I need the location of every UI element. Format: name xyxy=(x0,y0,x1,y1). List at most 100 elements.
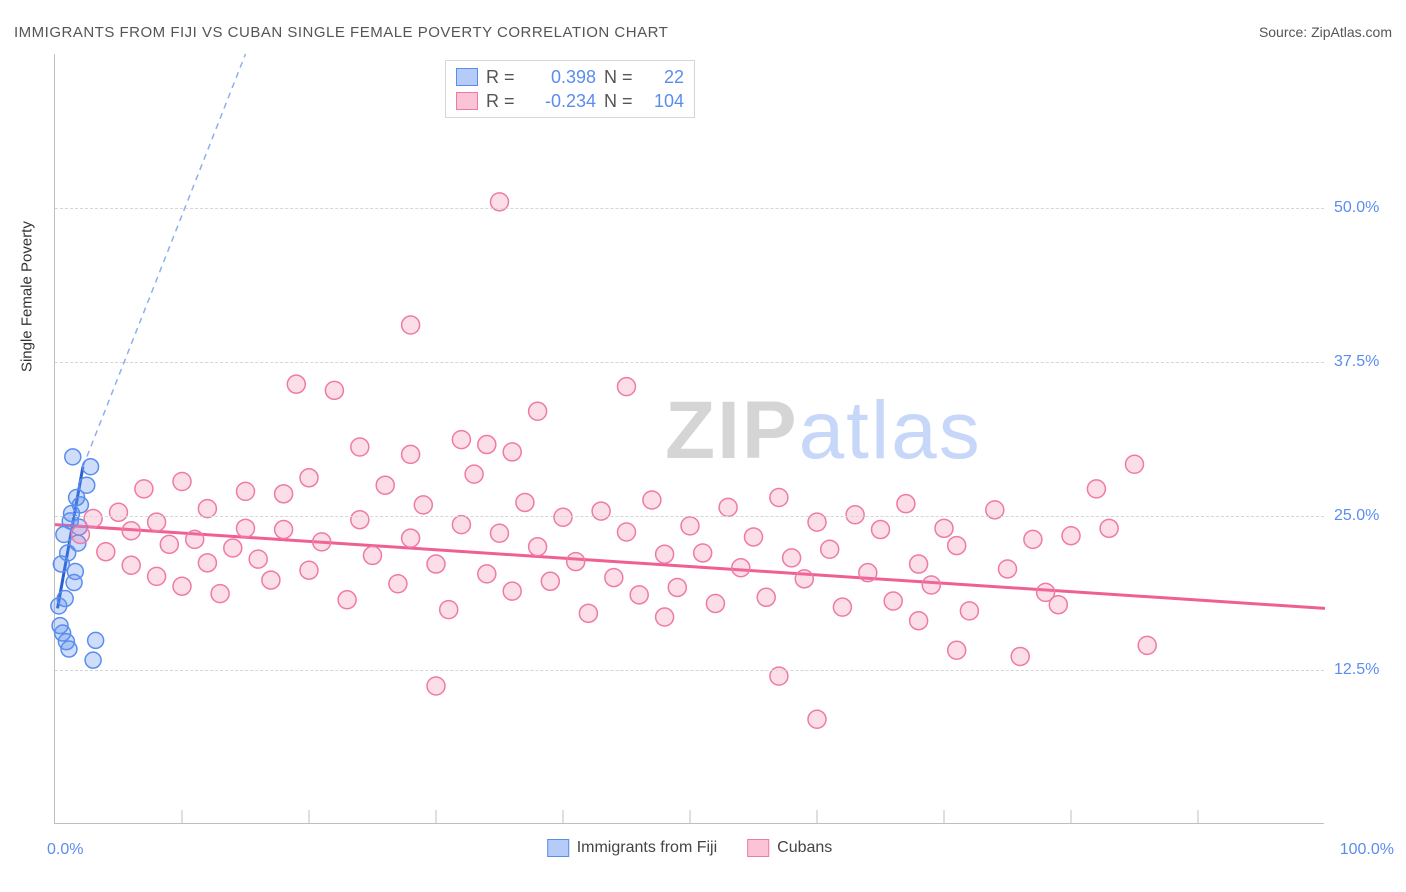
data-point xyxy=(300,561,318,579)
data-point xyxy=(83,459,99,475)
y-tick-label: 25.0% xyxy=(1334,507,1394,525)
data-point xyxy=(503,443,521,461)
data-point xyxy=(732,559,750,577)
data-point xyxy=(452,516,470,534)
data-point xyxy=(770,489,788,507)
n-label: N = xyxy=(604,67,636,88)
data-point xyxy=(173,577,191,595)
y-tick-label: 50.0% xyxy=(1334,199,1394,217)
data-point xyxy=(821,540,839,558)
data-point xyxy=(935,519,953,537)
data-point xyxy=(630,586,648,604)
data-point xyxy=(529,538,547,556)
data-point xyxy=(1138,636,1156,654)
data-point xyxy=(135,480,153,498)
data-point xyxy=(541,572,559,590)
data-point xyxy=(694,544,712,562)
data-point xyxy=(503,582,521,600)
data-point xyxy=(275,521,293,539)
data-point xyxy=(783,549,801,567)
data-point xyxy=(148,567,166,585)
data-point xyxy=(706,594,724,612)
legend-item-fiji: Immigrants from Fiji xyxy=(547,839,717,857)
data-point xyxy=(84,509,102,527)
data-point xyxy=(110,503,128,521)
data-point xyxy=(1126,455,1144,473)
data-point xyxy=(427,555,445,573)
swatch-pink-icon xyxy=(456,92,478,110)
data-point xyxy=(1024,530,1042,548)
data-point xyxy=(376,476,394,494)
data-point xyxy=(643,491,661,509)
gridline-horizontal xyxy=(55,208,1324,209)
swatch-blue-icon xyxy=(456,68,478,86)
data-point xyxy=(364,546,382,564)
data-point xyxy=(833,598,851,616)
data-point xyxy=(846,506,864,524)
data-point xyxy=(668,578,686,596)
data-point xyxy=(69,490,85,506)
data-point xyxy=(313,533,331,551)
data-point xyxy=(529,402,547,420)
data-point xyxy=(440,601,458,619)
data-point xyxy=(351,511,369,529)
gridline-horizontal xyxy=(55,670,1324,671)
source-label: Source: ZipAtlas.com xyxy=(1259,24,1392,40)
data-point xyxy=(55,625,71,641)
data-point xyxy=(71,525,89,543)
y-tick-label: 37.5% xyxy=(1334,353,1394,371)
data-point xyxy=(224,539,242,557)
chart-title: IMMIGRANTS FROM FIJI VS CUBAN SINGLE FEM… xyxy=(14,24,668,41)
data-point xyxy=(338,591,356,609)
r-value-cubans: -0.234 xyxy=(526,91,596,112)
data-point xyxy=(85,652,101,668)
data-point xyxy=(1049,596,1067,614)
data-point xyxy=(757,588,775,606)
r-value-fiji: 0.398 xyxy=(526,67,596,88)
data-point xyxy=(57,591,73,607)
data-point xyxy=(160,535,178,553)
data-point xyxy=(656,608,674,626)
data-point xyxy=(516,493,534,511)
data-point xyxy=(402,316,420,334)
gridline-horizontal xyxy=(55,362,1324,363)
correlation-legend: R = 0.398 N = 22 R = -0.234 N = 104 xyxy=(445,60,695,118)
data-point xyxy=(1011,647,1029,665)
data-point xyxy=(402,445,420,463)
data-point xyxy=(389,575,407,593)
data-point xyxy=(745,528,763,546)
data-point xyxy=(452,431,470,449)
y-tick-label: 12.5% xyxy=(1334,661,1394,679)
gridline-horizontal xyxy=(55,516,1324,517)
data-point xyxy=(275,485,293,503)
data-point xyxy=(198,554,216,572)
legend-item-cubans: Cubans xyxy=(747,839,832,857)
data-point xyxy=(960,602,978,620)
scatter-plot xyxy=(55,54,1325,824)
data-point xyxy=(325,381,343,399)
data-point xyxy=(173,473,191,491)
n-label: N = xyxy=(604,91,636,112)
data-point xyxy=(1100,519,1118,537)
data-point xyxy=(186,530,204,548)
data-point xyxy=(618,378,636,396)
data-point xyxy=(287,375,305,393)
data-point xyxy=(88,632,104,648)
data-point xyxy=(897,495,915,513)
data-point xyxy=(910,612,928,630)
x-tick-max: 100.0% xyxy=(1340,841,1394,859)
data-point xyxy=(1062,527,1080,545)
data-point xyxy=(579,604,597,622)
data-point xyxy=(922,576,940,594)
data-point xyxy=(465,465,483,483)
swatch-pink-icon xyxy=(747,839,769,857)
data-point xyxy=(592,502,610,520)
data-point xyxy=(618,523,636,541)
legend-row-cubans: R = -0.234 N = 104 xyxy=(456,89,684,113)
y-axis-title: Single Female Poverty xyxy=(19,221,36,372)
n-value-cubans: 104 xyxy=(644,91,684,112)
data-point xyxy=(237,519,255,537)
x-tick-min: 0.0% xyxy=(47,841,83,859)
data-point xyxy=(300,469,318,487)
data-point xyxy=(97,543,115,561)
